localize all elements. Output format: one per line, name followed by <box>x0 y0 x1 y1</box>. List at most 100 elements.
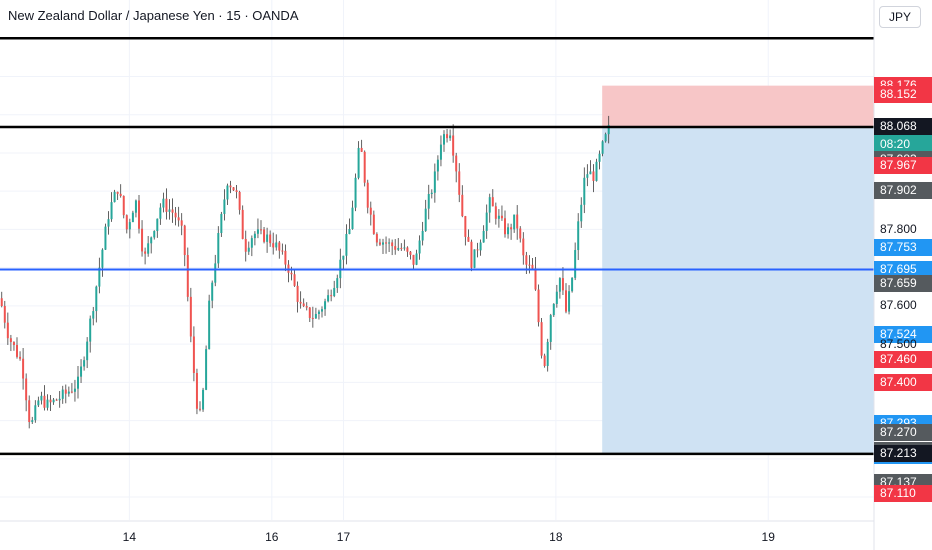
candle-down <box>43 395 46 408</box>
price-label: 87.500 <box>874 336 932 353</box>
candle-up <box>162 198 165 208</box>
candle-down <box>186 255 189 297</box>
candle-down <box>363 151 366 183</box>
candle-up <box>107 219 110 227</box>
candle-down <box>305 306 308 308</box>
candle-up <box>214 263 217 283</box>
time-axis[interactable]: 14 16 17 18 19 <box>0 522 874 550</box>
candle-up <box>595 161 598 181</box>
candle-down <box>192 336 195 373</box>
horizontal-levels[interactable] <box>0 36 874 456</box>
candle-down <box>391 242 394 247</box>
stop-loss-zone <box>602 85 874 127</box>
candle-up <box>40 395 43 401</box>
candle-down <box>500 215 503 219</box>
candle-down <box>522 238 525 256</box>
time-label: 17 <box>336 530 351 544</box>
candle-up <box>275 242 278 248</box>
price-label: 87.659 <box>874 274 932 292</box>
candle-down <box>180 220 183 226</box>
candle-down <box>55 399 58 401</box>
candle-down <box>284 250 287 265</box>
candle-up <box>427 193 430 209</box>
candle-up <box>250 238 253 248</box>
candle-up <box>208 300 211 350</box>
price-label-value: 87.902 <box>880 182 917 197</box>
candle-up <box>497 215 500 219</box>
candle-up <box>555 291 558 304</box>
candle-up <box>589 171 592 175</box>
candle-down <box>144 251 147 254</box>
candle-up <box>168 209 171 212</box>
candle-down <box>375 233 378 243</box>
candle-up <box>76 376 79 389</box>
candle-down <box>141 228 144 252</box>
candle-down <box>510 227 513 230</box>
candle-up <box>256 229 259 234</box>
price-label: 87.270 <box>874 423 932 441</box>
candle-up <box>86 341 89 361</box>
candle-down <box>400 247 403 249</box>
candle-up <box>586 174 589 178</box>
candle-down <box>528 264 531 266</box>
candle-up <box>98 267 101 287</box>
price-label-value: 87.524 <box>880 327 917 342</box>
candle-up <box>333 287 336 297</box>
price-axis[interactable]: 88.17688.15288.06888.06708:2088.06487.98… <box>874 32 932 520</box>
candle-down <box>244 238 247 252</box>
chart-title: New Zealand Dollar / Japanese Yen · 15 ·… <box>8 8 299 23</box>
candle-down <box>119 193 122 196</box>
candle-up <box>336 278 339 288</box>
candle-up <box>80 366 83 377</box>
candle-down <box>278 242 281 251</box>
candle-down <box>49 399 52 403</box>
candle-up <box>46 399 49 408</box>
candle-down <box>360 147 363 152</box>
candle-down <box>232 187 235 191</box>
candle-up <box>439 144 442 160</box>
currency-button[interactable]: JPY <box>879 6 921 28</box>
candle-up <box>488 197 491 213</box>
candle-up <box>436 159 439 172</box>
candle-down <box>229 185 232 188</box>
candle-up <box>266 234 269 242</box>
candle-down <box>409 251 412 255</box>
candle-down <box>64 389 67 394</box>
position-zones[interactable] <box>602 85 874 454</box>
candle-up <box>317 311 320 314</box>
candle-down <box>476 249 479 251</box>
candle-up <box>601 141 604 154</box>
price-label-value: 87.800 <box>880 221 917 236</box>
candle-up <box>113 191 116 203</box>
candle-down <box>531 264 534 269</box>
candle-down <box>534 268 537 290</box>
price-label: 87.460 <box>874 350 932 368</box>
price-label: 88.152 <box>874 86 932 104</box>
candle-down <box>406 247 409 252</box>
price-label-value: 88.152 <box>880 87 917 102</box>
price-label: 87.600 <box>874 297 932 314</box>
candle-down <box>461 194 464 217</box>
candle-up <box>153 231 156 238</box>
candle-down <box>15 344 18 357</box>
candle-up <box>424 208 427 231</box>
candle-down <box>470 241 473 268</box>
price-label: 87.800 <box>874 221 932 238</box>
candle-down <box>564 290 567 312</box>
candle-up <box>320 309 323 312</box>
candle-up <box>485 212 488 231</box>
price-label: 87.967 <box>874 157 932 175</box>
candle-down <box>516 214 519 229</box>
candle-up <box>442 134 445 145</box>
candle-up <box>67 391 70 394</box>
candle-up <box>223 199 226 214</box>
candle-down <box>369 207 372 215</box>
candle-down <box>543 355 546 366</box>
candle-down <box>452 135 455 156</box>
candle-up <box>449 135 452 139</box>
price-label: 87.524 <box>874 326 932 344</box>
candle-up <box>34 405 37 421</box>
candle-down <box>537 289 540 323</box>
candle-up <box>327 295 330 302</box>
